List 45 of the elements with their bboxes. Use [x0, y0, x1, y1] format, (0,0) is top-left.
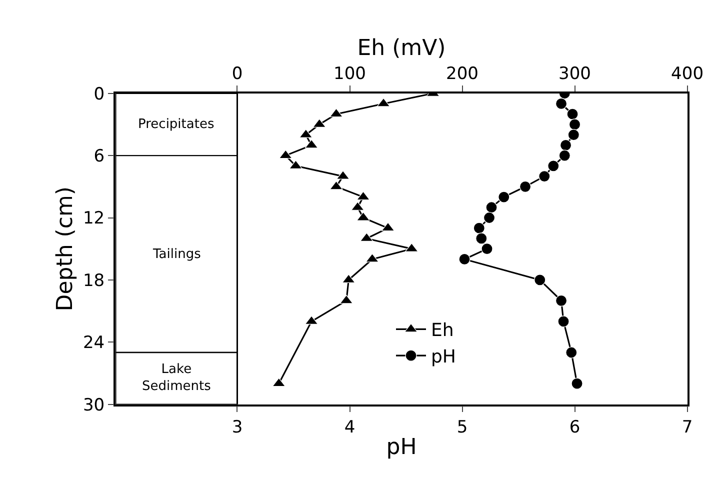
point [560, 139, 572, 151]
point [566, 108, 578, 120]
point [483, 212, 496, 224]
point [473, 222, 485, 234]
x2-tick-label: 300 [558, 64, 591, 84]
point [571, 378, 583, 390]
point [538, 170, 550, 182]
point [486, 202, 498, 214]
x-tick-label: 3 [232, 417, 243, 438]
point [566, 346, 578, 358]
y-tick-label: 18 [82, 270, 105, 291]
x2-tick-label: 400 [671, 64, 704, 84]
point [558, 150, 570, 162]
x2-axis-title: Eh (mV) [357, 36, 446, 62]
point [555, 98, 568, 110]
y-tick-label: 12 [82, 208, 105, 229]
point [481, 243, 493, 255]
y-axis-title: Depth (cm) [53, 186, 78, 312]
band-label: Tailings [152, 247, 202, 262]
y-tick-label: 6 [94, 146, 105, 167]
x-tick-label: 6 [569, 417, 580, 438]
band-label: Lake Sediments [142, 362, 212, 394]
point [458, 253, 470, 266]
point [568, 129, 580, 141]
legend-label: pH [431, 346, 456, 368]
y-tick-label: 30 [82, 395, 105, 416]
x2-tick-label: 100 [334, 64, 366, 84]
point [476, 232, 488, 244]
x-tick-label: 7 [682, 417, 693, 438]
point [548, 160, 560, 172]
x2-tick-label: 200 [446, 64, 478, 84]
point [498, 191, 510, 203]
x2-tick-label: 0 [232, 64, 243, 84]
y-tick-label: 24 [82, 333, 105, 354]
point [519, 180, 532, 192]
band-label: Precipitates [138, 117, 214, 132]
x-tick-label: 5 [456, 417, 468, 438]
point [534, 274, 546, 286]
point [568, 118, 581, 130]
point [555, 294, 568, 306]
legend-label: Eh [431, 320, 454, 342]
y-tick-label: 0 [94, 84, 105, 104]
x-axis-title: pH [386, 434, 417, 460]
point [558, 316, 570, 328]
x-tick-label: 4 [344, 417, 356, 438]
